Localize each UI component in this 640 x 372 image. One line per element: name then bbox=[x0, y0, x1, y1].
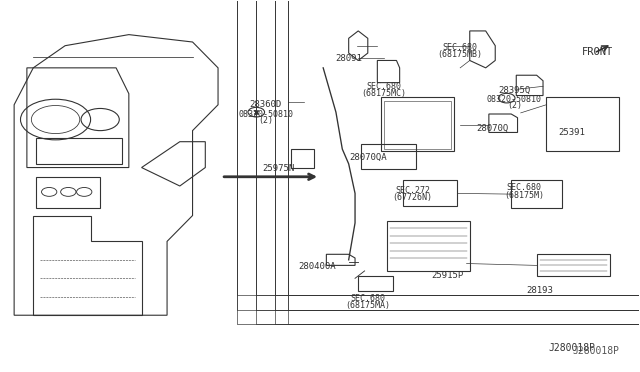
Text: SEC.680: SEC.680 bbox=[506, 183, 541, 192]
Text: SEC.680: SEC.680 bbox=[366, 82, 401, 91]
Text: 08320-50810: 08320-50810 bbox=[238, 109, 293, 119]
Text: 28395Q: 28395Q bbox=[498, 86, 531, 94]
Text: SEC.680: SEC.680 bbox=[443, 43, 477, 52]
Text: 280400A: 280400A bbox=[298, 262, 335, 271]
Text: (68175MB): (68175MB) bbox=[438, 51, 483, 60]
Text: 25391: 25391 bbox=[558, 128, 585, 137]
Text: SEC.680: SEC.680 bbox=[350, 294, 385, 303]
Text: (67726N): (67726N) bbox=[392, 193, 433, 202]
Text: 28070QA: 28070QA bbox=[349, 153, 387, 162]
Text: 25975N: 25975N bbox=[262, 164, 294, 173]
Text: 08320-50810: 08320-50810 bbox=[487, 95, 542, 104]
Text: FRONT: FRONT bbox=[582, 47, 613, 57]
Text: (68175M): (68175M) bbox=[504, 191, 544, 200]
Text: (2): (2) bbox=[259, 116, 273, 125]
Text: J280018P: J280018P bbox=[573, 346, 620, 356]
Text: (68175MA): (68175MA) bbox=[346, 301, 390, 311]
Text: 28360D: 28360D bbox=[250, 100, 282, 109]
Text: 28091: 28091 bbox=[335, 54, 362, 63]
Text: J280018P: J280018P bbox=[548, 343, 595, 353]
Text: SEC.272: SEC.272 bbox=[395, 186, 430, 195]
Text: (2): (2) bbox=[507, 101, 522, 110]
Text: 25915P: 25915P bbox=[431, 271, 463, 280]
Text: 28070Q: 28070Q bbox=[476, 124, 508, 133]
Text: (68175MC): (68175MC) bbox=[361, 89, 406, 98]
Text: 28193: 28193 bbox=[527, 286, 553, 295]
